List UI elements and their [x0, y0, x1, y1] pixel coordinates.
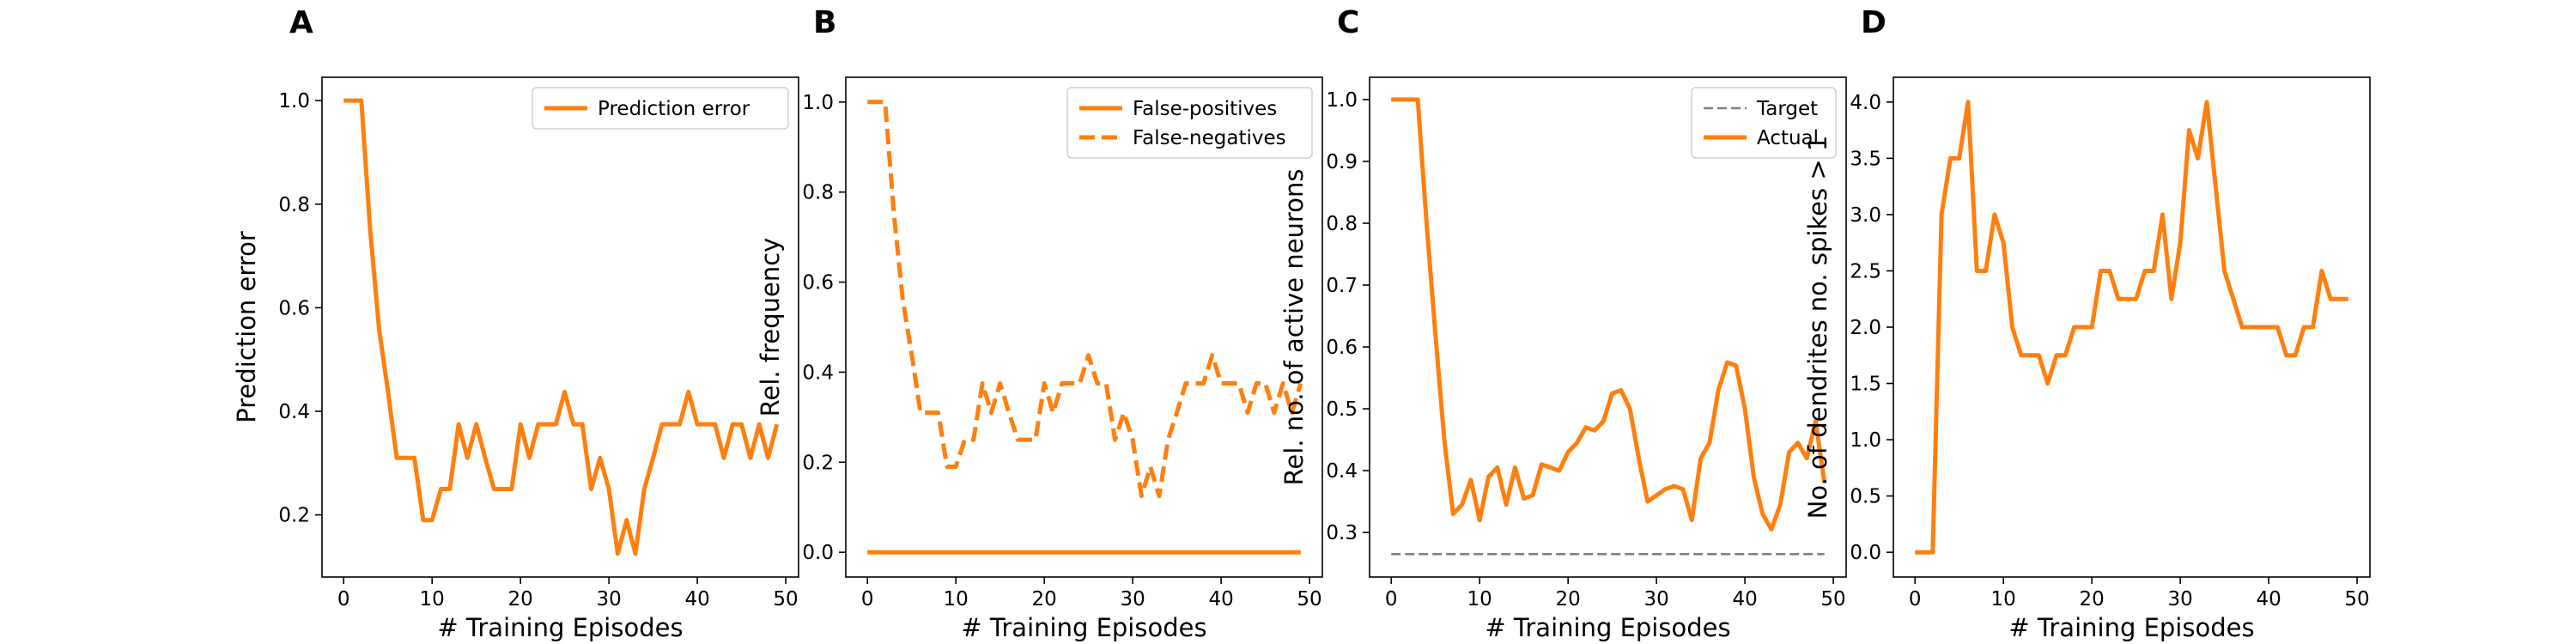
x-tick-label: 50 [1297, 588, 1321, 611]
x-tick-label: 20 [2080, 588, 2105, 611]
x-axis-label: # Training Episodes [2008, 613, 2254, 642]
panel-letter: C [1337, 5, 1359, 40]
y-tick-label: 0.5 [1326, 398, 1358, 421]
axes-frame [321, 76, 799, 578]
series-line [1391, 97, 1827, 532]
x-tick-label: 20 [508, 588, 533, 611]
y-axis-label: Rel. no. of active neurons [1279, 169, 1309, 486]
y-tick-label: 1.0 [278, 90, 310, 112]
y-tick-label: 0.4 [1326, 460, 1358, 483]
series-line [867, 100, 1303, 499]
y-tick-label: 0.4 [278, 401, 310, 423]
y-tick-label: 1.0 [802, 92, 834, 114]
y-tick-label: 1.0 [1326, 89, 1358, 112]
y-tick-label: 3.0 [1850, 204, 1881, 227]
series-line [343, 98, 780, 556]
y-tick-label: 0.3 [1326, 522, 1358, 544]
axes-frame [1893, 76, 2371, 578]
panel-a: A 0 10 20 30 40 50 0.2 0.4 0.6 0.8 1.0 # Training Ep… [232, 5, 799, 642]
x-tick-label: 10 [1991, 588, 2016, 611]
x-tick-label: 10 [1467, 588, 1492, 611]
legend: False-positives False-negatives [1066, 87, 1313, 159]
y-axis-label: No. of dendrites no. spikes > 1 [1803, 136, 1832, 519]
y-tick-label: 0.6 [802, 272, 834, 295]
legend-box [532, 87, 789, 130]
x-tick-label: 20 [1032, 588, 1057, 611]
x-tick-label: 0 [337, 588, 350, 611]
x-tick-label: 40 [1732, 588, 1757, 611]
panel-letter: A [289, 5, 313, 40]
x-tick-label: 0 [861, 588, 874, 611]
x-tick-label: 30 [596, 588, 621, 611]
y-tick-label: 4.0 [1850, 92, 1881, 114]
axes-frame [1369, 76, 1847, 578]
y-tick-label: 0.8 [1326, 213, 1358, 235]
panel-b: B 0 10 20 30 40 50 0.0 0.2 0.4 0.6 0.8 1.0 # Training… [756, 5, 1323, 642]
panel-c: C 0 10 20 30 40 50 0.3 0.4 0.5 0.6 0.7 0.8 0.9 1.0 # Tr… [1279, 5, 1847, 642]
y-tick-label: 0.6 [278, 297, 310, 319]
x-tick-label: 40 [2256, 588, 2281, 611]
y-tick-label: 1.5 [1850, 374, 1881, 396]
y-tick-label: 2.5 [1850, 260, 1881, 283]
x-axis-label: # Training Episodes [961, 613, 1206, 642]
y-tick-label: 0.2 [278, 505, 310, 527]
x-axis-label: # Training Episodes [1485, 613, 1730, 642]
panel-letter: B [813, 5, 836, 40]
x-tick-label: 10 [420, 588, 445, 611]
y-tick-label: 2.0 [1850, 317, 1881, 339]
x-tick-label: 40 [684, 588, 709, 611]
y-tick-label: 1.0 [1850, 429, 1881, 452]
legend-label: Prediction error [598, 98, 750, 120]
x-tick-label: 0 [1385, 588, 1398, 611]
series-line [1915, 100, 2348, 555]
legend-label: Actual [1757, 127, 1819, 149]
y-axis-label: Rel. frequency [756, 238, 785, 417]
y-tick-label: 0.8 [802, 182, 834, 204]
panel-letter: D [1861, 5, 1886, 40]
y-tick-label: 0.6 [1326, 337, 1358, 359]
y-tick-label: 0.4 [802, 361, 834, 384]
legend-box [1066, 87, 1313, 159]
x-axis-label: # Training Episodes [437, 613, 683, 642]
x-tick-label: 50 [773, 588, 798, 611]
legend: Prediction error [532, 87, 789, 130]
y-tick-label: 0.0 [1850, 542, 1881, 564]
legend-box [1691, 87, 1837, 159]
y-tick-label: 0.2 [802, 452, 834, 474]
x-tick-label: 20 [1556, 588, 1581, 611]
legend-label: False-positives [1133, 98, 1277, 120]
y-tick-label: 0.5 [1850, 486, 1881, 508]
x-tick-label: 30 [2167, 588, 2192, 611]
y-tick-label: 0.7 [1326, 275, 1358, 297]
x-tick-label: 40 [1208, 588, 1233, 611]
legend-label: Target [1756, 98, 1818, 120]
x-tick-label: 50 [1820, 588, 1845, 611]
panel-d: D 0 10 20 30 40 50 0.0 0.5 1.0 1.5 2.0 2.5 3.0 3.5 4.0 #… [1803, 5, 2371, 642]
x-tick-label: 0 [1909, 588, 1922, 611]
x-tick-label: 30 [1643, 588, 1668, 611]
legend-label: False-negatives [1133, 127, 1286, 149]
axes-frame [845, 76, 1323, 578]
y-tick-label: 0.9 [1326, 151, 1358, 173]
x-tick-label: 30 [1120, 588, 1145, 611]
x-tick-label: 50 [2344, 588, 2369, 611]
legend: Target Actual [1691, 87, 1837, 159]
y-axis-label: Prediction error [232, 231, 261, 423]
x-tick-label: 10 [944, 588, 969, 611]
y-tick-label: 3.5 [1850, 148, 1881, 170]
y-tick-label: 0.8 [278, 194, 310, 216]
y-tick-label: 0.0 [802, 542, 834, 564]
